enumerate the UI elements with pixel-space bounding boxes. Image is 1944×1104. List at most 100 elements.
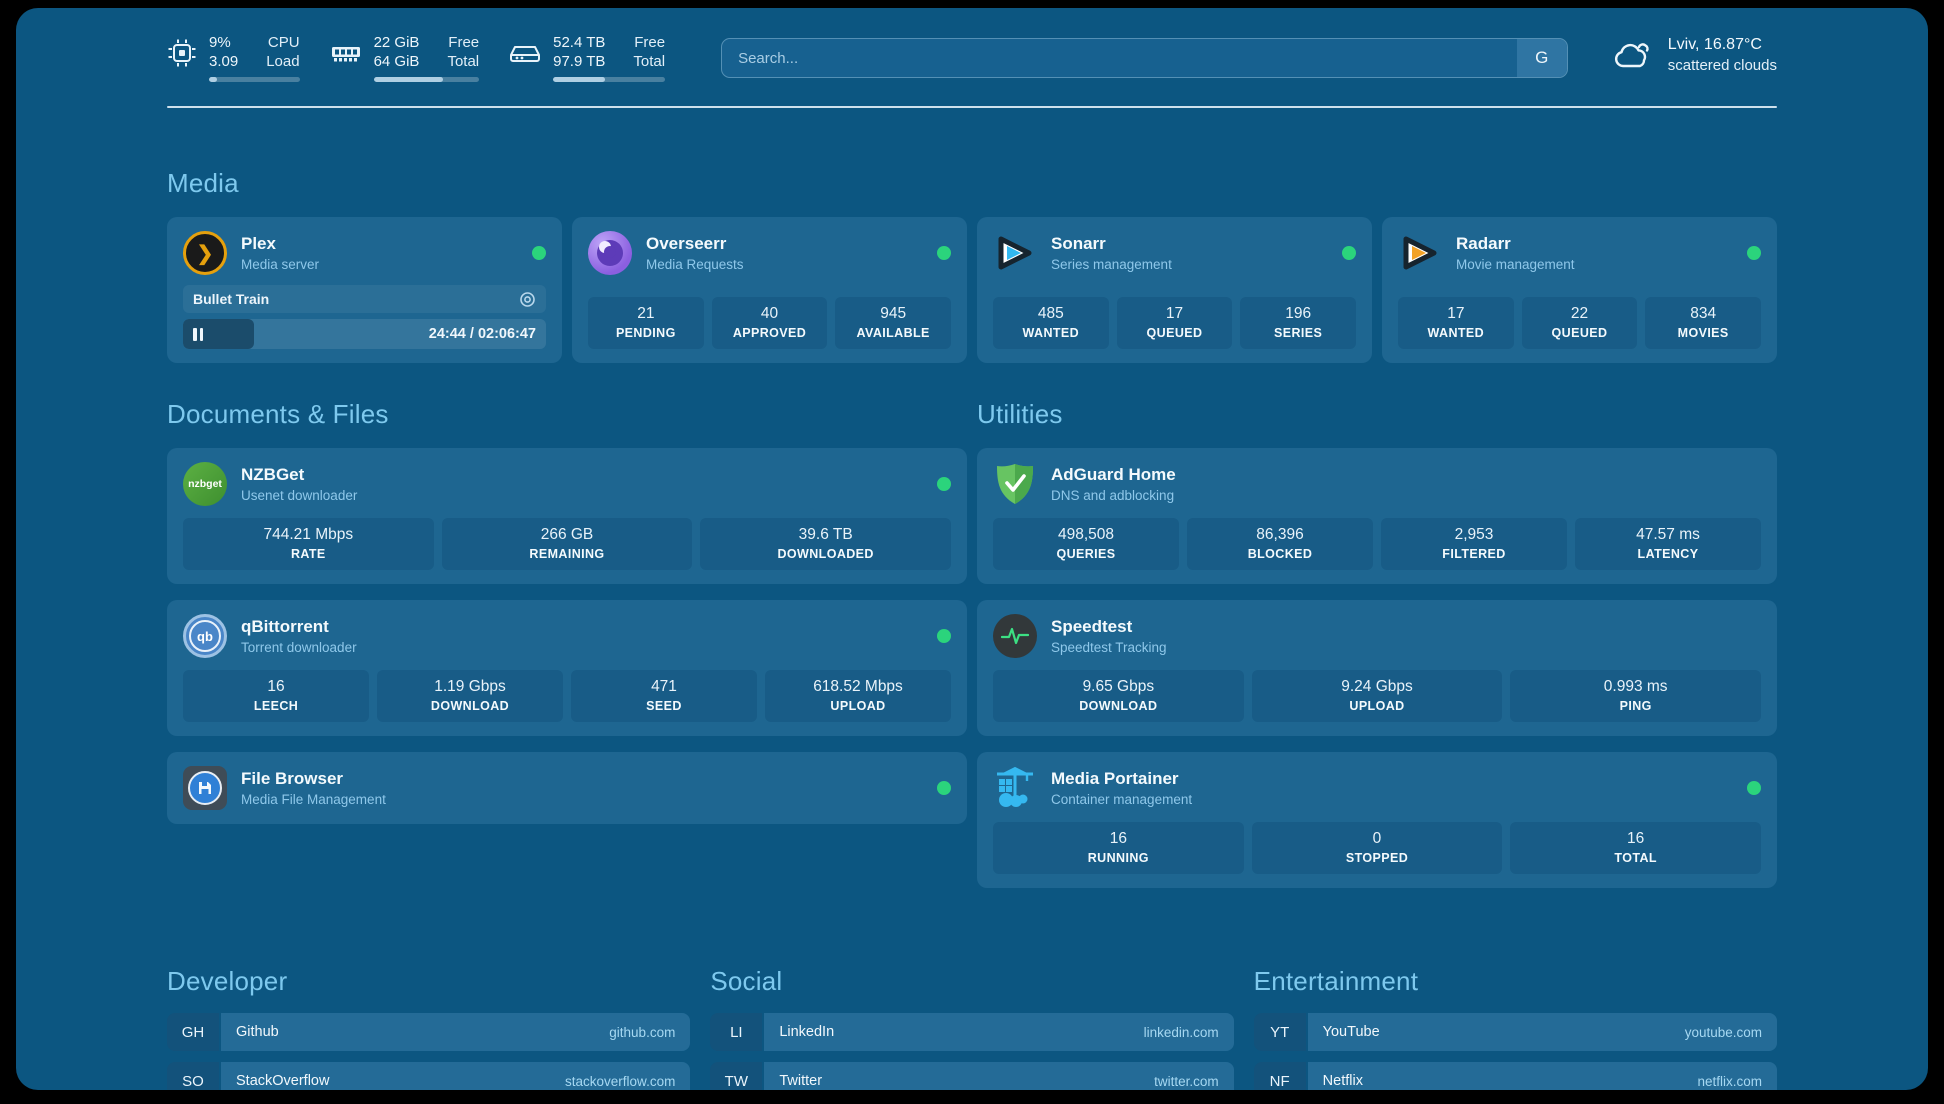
status-online-dot — [1747, 781, 1761, 795]
bookmark-url: github.com — [609, 1024, 676, 1040]
weather-location-temp: Lviv, 16.87°C — [1667, 36, 1762, 53]
stat-label: REMAINING — [529, 547, 605, 561]
portainer-card[interactable]: Media Portainer Container management 16 R… — [977, 752, 1777, 888]
stat-tile: 471 SEED — [571, 670, 757, 722]
adguard-card[interactable]: AdGuard Home DNS and adblocking 498,508 Q… — [977, 448, 1777, 584]
section-title-files: Documents & Files — [167, 399, 389, 429]
stat-label: QUEUED — [1146, 326, 1203, 340]
app-subtitle: Media server — [241, 257, 320, 272]
disk-total-value: 97.9 TB — [553, 53, 606, 70]
bookmark-link[interactable]: NF Netflix netflix.com — [1253, 1062, 1777, 1090]
bookmark-link[interactable]: GH Github github.com — [167, 1013, 691, 1051]
nzbget-card[interactable]: nzbget NZBGet Usenet downloader 744.21 M… — [167, 448, 967, 584]
stat-value: 945 — [880, 305, 907, 322]
speedtest-card[interactable]: Speedtest Speedtest Tracking 9.65 Gbps DO… — [977, 600, 1777, 736]
stat-label: LEECH — [253, 699, 299, 713]
stat-label: WANTED — [1427, 326, 1485, 340]
search-engine-button[interactable]: G — [1516, 39, 1567, 77]
app-name: Overseerr — [646, 234, 727, 253]
app-subtitle: Torrent downloader — [241, 640, 357, 655]
system-metrics: 9% CPU 3.09 Load — [167, 34, 666, 82]
bookmark-url: youtube.com — [1684, 1024, 1762, 1040]
search-input[interactable] — [722, 39, 1517, 77]
stat-label: DOWNLOAD — [1079, 699, 1158, 713]
bookmark-name: Netflix — [1322, 1073, 1363, 1089]
bookmark-link[interactable]: SO StackOverflow stackoverflow.com — [167, 1062, 691, 1090]
bookmark-link[interactable]: YT YouTube youtube.com — [1253, 1013, 1777, 1051]
disk-progress-bar — [553, 77, 666, 82]
stat-value: 39.6 TB — [798, 526, 853, 543]
stat-value: 618.52 Mbps — [813, 678, 903, 695]
stat-tile: 834 MOVIES — [1645, 297, 1761, 349]
radarr-card[interactable]: Radarr Movie management 17 WANTED 22 QUEUED… — [1382, 217, 1777, 363]
cpu-progress-bar — [209, 77, 300, 82]
cloud-icon — [1614, 43, 1649, 68]
stat-label: DOWNLOAD — [430, 699, 510, 713]
cpu-usage-label: CPU — [267, 34, 300, 51]
app-name: AdGuard Home — [1051, 465, 1176, 484]
portainer-icon — [997, 766, 1033, 807]
stat-value: 22 — [1570, 305, 1589, 322]
plex-card[interactable]: ❯ Plex Media server Bullet Train — [167, 217, 562, 363]
qbittorrent-icon: qb — [183, 614, 227, 658]
stat-tile: 266 GB REMAINING — [441, 518, 693, 570]
stats-row: 9.65 Gbps DOWNLOAD 9.24 Gbps UPLOAD 0.993 ms… — [993, 658, 1761, 722]
stat-value: 834 — [1690, 305, 1717, 322]
stat-value: 86,396 — [1256, 526, 1304, 543]
floppy-icon — [199, 782, 211, 794]
radarr-icon — [1403, 236, 1437, 270]
disk-free-value: 52.4 TB — [553, 34, 606, 51]
app-name: NZBGet — [241, 465, 305, 484]
app-name: Media Portainer — [1051, 769, 1179, 788]
now-playing-title: Bullet Train — [193, 291, 270, 307]
memory-metric: 22 GiB Free 64 GiB Total — [330, 34, 480, 82]
disk-metric: 52.4 TB Free 97.9 TB Total — [509, 34, 666, 82]
bookmark-link[interactable]: LI LinkedIn linkedin.com — [710, 1013, 1234, 1051]
memory-progress-bar — [373, 77, 480, 82]
bookmark-body: StackOverflow stackoverflow.com — [221, 1062, 691, 1090]
section-title-utilities: Utilities — [977, 399, 1063, 429]
bookmark-abbr: SO — [167, 1062, 219, 1090]
bookmark-link[interactable]: TW Twitter twitter.com — [710, 1062, 1234, 1090]
stat-label: PING — [1619, 699, 1652, 713]
stat-tile: 1.19 Gbps DOWNLOAD — [377, 670, 563, 722]
status-online-dot — [937, 246, 951, 260]
app-name: Sonarr — [1051, 234, 1106, 253]
overseerr-icon — [588, 231, 632, 275]
stat-tile: 744.21 Mbps RATE — [183, 518, 434, 570]
stats-row: 498,508 QUERIES 86,396 BLOCKED 2,953 FILTERED… — [993, 506, 1761, 570]
cpu-load-value: 3.09 — [209, 53, 239, 70]
stat-value: 0 — [1372, 830, 1382, 847]
qbittorrent-card[interactable]: qb qBittorrent Torrent downloader 16 LEEC… — [167, 600, 967, 736]
stat-tile: 0 STOPPED — [1251, 822, 1503, 874]
weather-widget[interactable]: Lviv, 16.87°C scattered clouds — [1612, 36, 1777, 74]
playback-progress-bar[interactable]: 24:44 / 02:06:47 — [183, 319, 546, 349]
cpu-load-label: Load — [266, 53, 300, 70]
pause-icon — [193, 327, 203, 341]
stat-value: 16 — [267, 678, 285, 695]
memory-total-value: 64 GiB — [373, 53, 420, 70]
memory-free-value: 22 GiB — [373, 34, 420, 51]
stat-tile: 485 WANTED — [993, 297, 1109, 349]
filebrowser-card[interactable]: File Browser Media File Management — [167, 752, 967, 824]
bookmark-abbr: GH — [167, 1013, 219, 1051]
bookmark-body: Twitter twitter.com — [764, 1062, 1234, 1090]
stat-value: 471 — [651, 678, 677, 695]
stat-tile: 47.57 ms LATENCY — [1575, 518, 1761, 570]
adguard-icon — [997, 464, 1033, 504]
filebrowser-icon — [183, 766, 227, 810]
stat-label: DOWNLOADED — [777, 547, 874, 561]
sonarr-card[interactable]: Sonarr Series management 485 WANTED 17 QUEU… — [977, 217, 1372, 363]
camera-icon[interactable] — [519, 291, 536, 308]
stats-row: 744.21 Mbps RATE 266 GB REMAINING 39.6 TB DOW… — [183, 506, 951, 570]
stat-tile: 39.6 TB DOWNLOADED — [700, 518, 951, 570]
app-subtitle: Usenet downloader — [241, 488, 358, 503]
stat-label: TOTAL — [1614, 851, 1657, 865]
top-bar: 9% CPU 3.09 Load — [167, 34, 1777, 82]
overseerr-card[interactable]: Overseerr Media Requests 21 PENDING 40 APPR… — [572, 217, 967, 363]
stats-row: 16 RUNNING 0 STOPPED 16 TOTAL — [993, 810, 1761, 874]
status-online-dot — [1342, 246, 1356, 260]
stat-value: 16 — [1109, 830, 1127, 847]
stat-tile: 16 TOTAL — [1510, 822, 1761, 874]
section-title-media: Media — [167, 168, 239, 198]
